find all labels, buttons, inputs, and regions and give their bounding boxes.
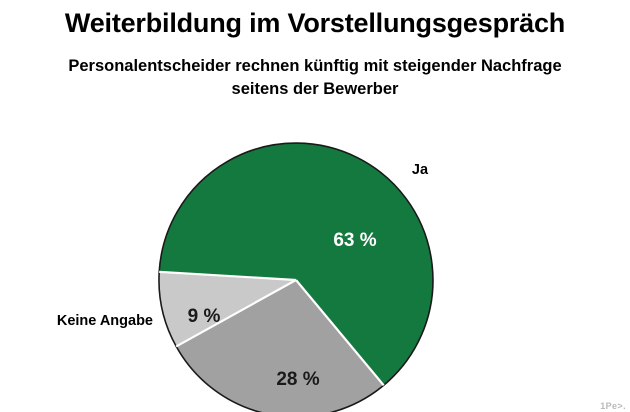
title-block: Weiterbildung im Vorstellungsgespräch: [0, 6, 630, 40]
watermark: 1Pe>.: [600, 401, 626, 411]
pie-value-label-nein: 28 %: [276, 369, 319, 390]
pie-slice-separator: [159, 270, 297, 282]
pie-category-label-keine-angabe: Keine Angabe: [57, 313, 153, 329]
chart-subtitle-line-2: seitens der Bewerber: [231, 80, 399, 98]
pie-slice-ja[interactable]: [158, 142, 434, 387]
pie-slice-separator: [295, 279, 385, 387]
subtitle-block: Personalentscheider rechnen künftig mit …: [15, 55, 615, 101]
pie-slice-nein[interactable]: [175, 279, 385, 412]
pie-value-label-ja: 63 %: [333, 230, 376, 251]
pie-category-label-ja: Ja: [412, 162, 429, 178]
chart-subtitle-line-1: Personalentscheider rechnen künftig mit …: [68, 57, 562, 75]
pie-slice-separator: [175, 279, 297, 348]
pie-value-label-keine-angabe: 9 %: [188, 306, 221, 327]
chart-subtitle: Personalentscheider rechnen künftig mit …: [15, 55, 615, 101]
page-title: Weiterbildung im Vorstellungsgespräch: [64, 8, 566, 38]
